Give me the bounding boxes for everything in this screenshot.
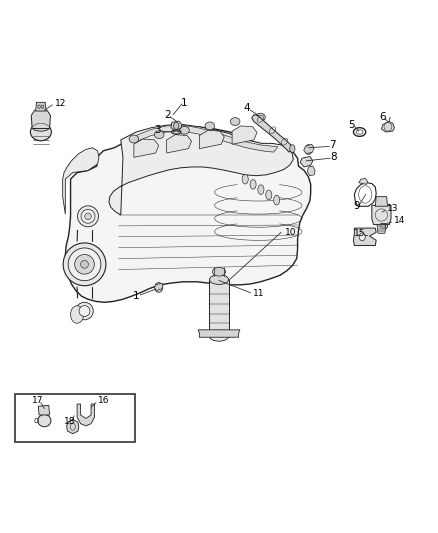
Ellipse shape <box>359 233 365 241</box>
Text: 3: 3 <box>154 125 160 135</box>
Ellipse shape <box>266 190 272 200</box>
Bar <box>14 394 135 442</box>
Text: 9: 9 <box>353 201 360 211</box>
Ellipse shape <box>209 332 229 341</box>
Ellipse shape <box>173 123 179 130</box>
Polygon shape <box>353 228 376 246</box>
Polygon shape <box>63 148 99 214</box>
Ellipse shape <box>305 144 312 154</box>
Ellipse shape <box>85 213 91 220</box>
Text: 1: 1 <box>181 98 187 108</box>
Polygon shape <box>35 102 46 111</box>
Ellipse shape <box>81 209 95 223</box>
Polygon shape <box>171 121 182 130</box>
Polygon shape <box>199 130 224 149</box>
Ellipse shape <box>75 254 94 274</box>
Ellipse shape <box>290 144 295 152</box>
Text: 15: 15 <box>354 229 365 238</box>
Polygon shape <box>307 166 315 176</box>
Ellipse shape <box>256 113 265 121</box>
Polygon shape <box>38 405 49 415</box>
Polygon shape <box>375 197 388 206</box>
Polygon shape <box>31 110 50 128</box>
Ellipse shape <box>76 302 93 320</box>
Polygon shape <box>359 179 367 184</box>
Ellipse shape <box>205 122 215 130</box>
Ellipse shape <box>155 282 162 292</box>
Text: 10: 10 <box>285 228 296 237</box>
Polygon shape <box>252 115 292 152</box>
Ellipse shape <box>230 118 240 125</box>
Ellipse shape <box>38 415 51 427</box>
Ellipse shape <box>154 131 164 139</box>
Polygon shape <box>77 404 95 426</box>
Text: 16: 16 <box>98 397 110 406</box>
Polygon shape <box>372 205 391 224</box>
Ellipse shape <box>81 261 88 268</box>
Ellipse shape <box>180 126 189 134</box>
Ellipse shape <box>68 248 101 281</box>
Text: 4: 4 <box>243 103 250 114</box>
Polygon shape <box>132 125 278 152</box>
Ellipse shape <box>78 206 99 227</box>
Text: 2: 2 <box>164 110 171 120</box>
Ellipse shape <box>63 243 106 286</box>
Text: 8: 8 <box>330 152 337 163</box>
Ellipse shape <box>209 275 229 285</box>
Text: 5: 5 <box>348 119 355 130</box>
Ellipse shape <box>274 195 280 205</box>
Text: 13: 13 <box>387 204 399 213</box>
Ellipse shape <box>258 185 264 195</box>
Text: 14: 14 <box>394 216 405 225</box>
Ellipse shape <box>41 105 44 108</box>
Polygon shape <box>300 157 313 167</box>
Text: 11: 11 <box>253 289 265 298</box>
Polygon shape <box>134 139 159 157</box>
Ellipse shape <box>32 124 49 131</box>
Ellipse shape <box>30 123 51 141</box>
Polygon shape <box>198 330 240 337</box>
Text: 6: 6 <box>379 112 385 122</box>
Ellipse shape <box>129 135 139 143</box>
Ellipse shape <box>242 174 248 184</box>
Ellipse shape <box>79 305 90 317</box>
Text: 12: 12 <box>55 99 67 108</box>
Polygon shape <box>109 125 293 215</box>
Ellipse shape <box>71 306 84 323</box>
Ellipse shape <box>212 268 226 276</box>
Polygon shape <box>381 122 395 132</box>
Ellipse shape <box>379 223 388 229</box>
Polygon shape <box>377 224 386 233</box>
Polygon shape <box>65 126 311 302</box>
Text: 18: 18 <box>64 417 75 426</box>
Ellipse shape <box>250 180 256 189</box>
Text: 7: 7 <box>329 140 336 150</box>
Polygon shape <box>209 280 229 337</box>
Polygon shape <box>166 135 191 153</box>
Text: 17: 17 <box>32 397 43 406</box>
Text: 1: 1 <box>133 291 139 301</box>
Polygon shape <box>304 144 314 154</box>
Polygon shape <box>232 126 257 144</box>
Ellipse shape <box>38 105 40 108</box>
Polygon shape <box>67 419 79 434</box>
Polygon shape <box>154 283 163 290</box>
